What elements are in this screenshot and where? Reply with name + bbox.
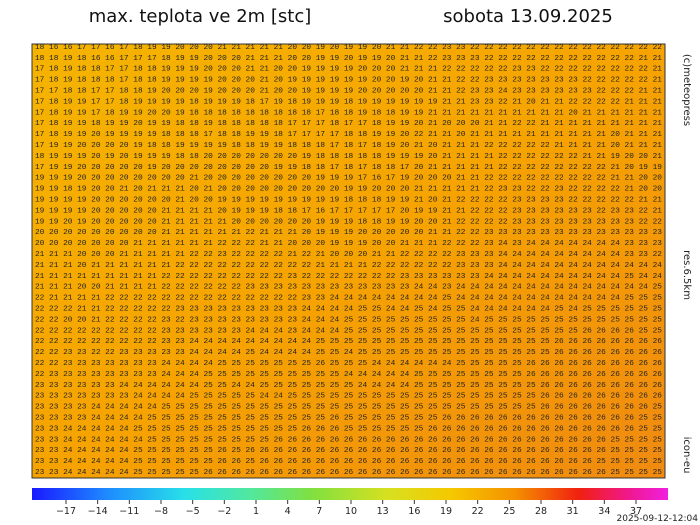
value-row: 21 21 21 21 21 21 21 21 21 22 22 22 22 2… [35,273,663,281]
value-row: 17 18 19 19 20 19 19 19 19 18 18 18 17 1… [35,131,663,139]
timestamp: 2025-09-12-12:04 [617,514,699,524]
value-row: 22 22 23 23 23 23 23 23 23 24 24 24 24 2… [35,360,662,368]
value-row: 19 19 19 19 20 20 20 20 20 21 21 21 21 2… [35,207,663,215]
map-date: sobota 13.09.2025 [443,6,613,27]
value-row: 17 17 18 18 17 17 18 18 19 20 20 20 19 2… [35,88,663,96]
scale-label: 37 [630,506,642,517]
value-row: 22 22 22 21 21 22 22 22 22 22 23 23 23 2… [35,305,662,313]
scale-label: −14 [88,506,108,517]
scale-label: −8 [154,506,168,517]
value-row: 18 18 19 18 16 16 17 17 17 18 19 19 20 2… [35,55,663,63]
resolution-label: res.6.5km [681,250,692,300]
scale-label: 7 [316,506,322,517]
value-row: 20 20 20 20 20 20 20 20 20 21 21 21 21 2… [35,229,662,237]
scale-label: −17 [56,506,76,517]
value-row: 22 21 21 21 21 22 22 22 22 22 22 22 22 2… [35,295,662,303]
value-row: 22 22 23 23 22 22 23 23 23 23 23 24 24 2… [35,349,662,357]
map-title: max. teplota ve 2m [stc] [89,6,312,27]
value-row: 17 18 19 18 18 18 17 18 18 19 19 19 19 2… [35,77,663,85]
value-row: 23 23 24 24 24 24 24 25 25 25 25 25 26 2… [35,469,662,477]
scale-label: 31 [567,506,579,517]
value-row: 22 22 22 22 22 22 22 22 22 23 23 23 23 2… [35,327,662,335]
value-row: 19 19 19 19 20 20 20 20 20 20 21 20 20 1… [35,197,663,205]
map-area [31,43,666,479]
scale-label: 28 [535,506,547,517]
value-row: 22 22 22 22 22 22 22 22 22 23 23 24 24 2… [35,338,662,346]
value-row: 17 18 19 18 18 17 17 18 18 19 19 19 20 2… [35,66,663,74]
scale-label: 34 [598,506,610,517]
scale-label: 19 [440,506,452,517]
value-row: 23 23 23 23 23 23 23 24 24 24 24 25 25 2… [35,393,662,401]
scale-label: 10 [345,506,357,517]
value-row: 21 21 21 20 20 20 21 21 21 21 21 22 22 2… [35,251,662,259]
scale-label: 1 [253,506,259,517]
scale-label: −2 [217,506,231,517]
value-row: 23 23 23 23 24 24 24 24 25 25 25 25 25 2… [35,414,662,422]
value-row: 20 20 20 20 20 20 20 21 21 21 21 21 21 2… [35,240,662,248]
value-row: 19 19 20 19 20 20 20 20 20 21 21 21 21 2… [35,218,662,226]
scale-label: 16 [408,506,420,517]
value-row: 18 19 19 19 20 19 20 19 19 19 18 18 20 2… [35,153,663,161]
scale-label: 25 [503,506,515,517]
value-row: 21 21 21 20 20 21 21 21 21 22 22 22 22 2… [35,284,662,292]
scale-label: 22 [472,506,484,517]
value-row: 17 19 19 20 20 20 20 20 19 20 20 20 20 2… [35,164,662,172]
scale-label: 13 [377,506,389,517]
value-row: 19 19 18 19 20 20 21 20 21 21 21 20 21 2… [35,186,662,194]
value-row: 17 18 19 19 17 18 19 19 20 20 19 18 18 1… [35,109,663,117]
value-row: 23 23 24 24 24 24 24 25 25 25 25 25 25 2… [35,425,662,433]
value-row: 23 23 24 24 24 24 24 24 25 25 25 25 25 2… [35,436,662,444]
value-row: 23 23 23 23 24 24 24 24 24 25 25 25 25 2… [35,404,662,412]
copyright-label: (c)meteopress [681,54,692,126]
model-label: icon-eu [681,437,692,474]
value-row: 22 23 23 23 23 23 23 23 23 24 24 24 25 2… [35,371,662,379]
value-row: 23 23 24 24 24 24 24 25 25 25 25 25 25 2… [35,447,662,455]
value-grid: 18 16 16 17 17 16 17 18 19 19 20 20 20 2… [35,44,663,477]
value-row: 17 18 19 19 18 19 19 20 19 19 18 18 19 1… [35,120,663,128]
color-scale [32,488,668,500]
scale-label: −11 [119,506,139,517]
value-row: 22 22 20 20 21 22 22 22 22 23 22 23 23 2… [35,316,662,324]
color-scale-labels: −17 −14 −11 −8 −5 −2 1 4 7 10 13 16 19 22 25 28 31 34 37 [56,500,642,517]
scale-label: −5 [186,506,200,517]
value-row: 19 19 19 20 20 20 20 20 20 20 20 21 20 2… [35,175,662,183]
scale-label: 4 [285,506,291,517]
value-row: 23 23 23 23 23 23 24 24 24 24 24 24 25 2… [35,382,662,390]
value-row: 23 23 24 24 24 24 24 25 25 25 25 25 25 2… [35,458,662,466]
value-row: 17 19 19 20 20 20 20 19 18 18 19 19 19 1… [35,142,663,150]
value-row: 17 18 19 19 17 17 18 19 19 19 19 18 19 1… [35,98,663,106]
value-row: 18 16 16 17 17 16 17 18 19 19 20 20 20 2… [35,44,662,52]
value-row: 21 21 21 20 21 21 21 21 21 21 22 22 22 2… [35,262,663,270]
